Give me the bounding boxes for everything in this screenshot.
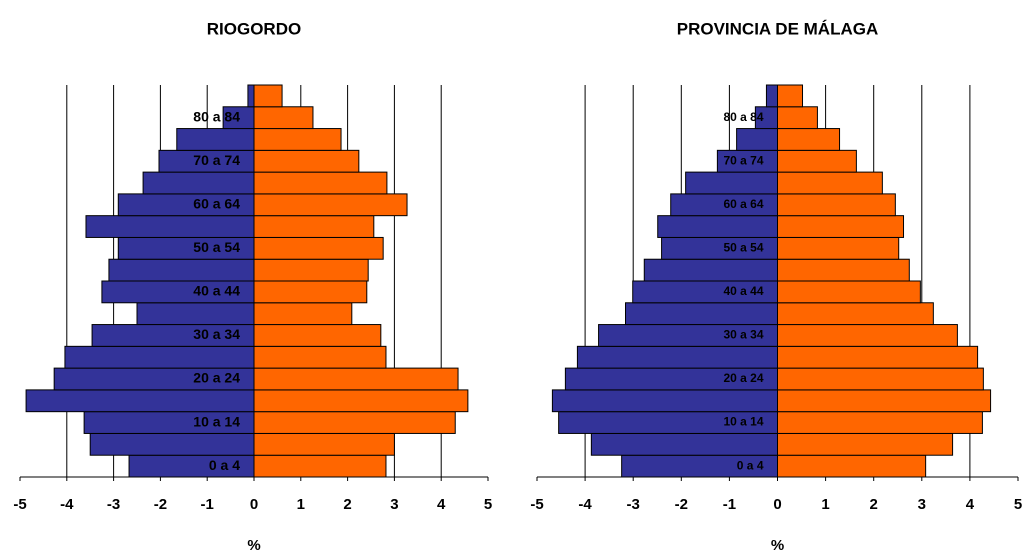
bar — [253, 128, 342, 151]
bar — [253, 171, 388, 195]
bar — [777, 411, 983, 434]
age-label: 60 a 64 — [193, 195, 240, 211]
bar — [777, 149, 857, 173]
bar — [253, 389, 469, 413]
bar — [777, 106, 818, 130]
x-tick-label: 1 — [821, 496, 829, 513]
x-tick-label: 2 — [870, 496, 878, 513]
age-label: 80 a 84 — [193, 108, 240, 124]
x-tick-label: -3 — [107, 496, 120, 513]
bar — [253, 106, 314, 130]
bar — [777, 389, 992, 413]
bar — [253, 193, 408, 217]
age-label: 50 a 54 — [723, 241, 763, 255]
bar — [657, 215, 779, 238]
age-label: 50 a 54 — [193, 239, 240, 255]
bar — [777, 215, 905, 238]
x-tick-label: -5 — [13, 496, 26, 513]
x-tick-label: 2 — [343, 496, 351, 513]
bar — [253, 324, 382, 347]
age-label: 0 a 4 — [209, 457, 240, 473]
x-tick-label: 5 — [484, 496, 492, 513]
bar — [777, 171, 883, 195]
bar — [777, 236, 900, 260]
bar — [176, 128, 255, 151]
bar — [253, 345, 387, 369]
bar — [777, 302, 934, 326]
bar — [89, 432, 255, 456]
bar — [253, 432, 395, 456]
bar — [85, 215, 255, 238]
x-tick-label: 4 — [437, 496, 446, 513]
bar — [777, 324, 958, 347]
bar — [643, 258, 778, 282]
bar — [777, 84, 804, 108]
age-label: 70 a 74 — [193, 152, 240, 168]
bar — [253, 367, 459, 391]
bar — [253, 411, 456, 434]
x-tick-label: 0 — [773, 496, 781, 513]
x-axis-label: % — [247, 537, 260, 554]
bar — [64, 345, 255, 369]
age-label: 20 a 24 — [193, 370, 240, 386]
x-tick-label: -4 — [60, 496, 74, 513]
age-label: 20 a 24 — [723, 371, 763, 385]
bar — [625, 302, 779, 326]
bar — [777, 367, 984, 391]
bar — [253, 302, 353, 326]
bar — [777, 280, 921, 304]
x-tick-label: 3 — [918, 496, 926, 513]
x-tick-label: 3 — [390, 496, 398, 513]
x-tick-label: -1 — [723, 496, 736, 513]
bar — [253, 236, 384, 260]
chart-title: RIOGORDO — [207, 19, 301, 38]
x-axis-label: % — [771, 537, 784, 554]
x-tick-label: -5 — [530, 496, 543, 513]
x-tick-label: -3 — [627, 496, 640, 513]
x-tick-label: 0 — [250, 496, 258, 513]
bar — [685, 171, 779, 195]
age-label: 40 a 44 — [193, 283, 240, 299]
bar — [136, 302, 255, 326]
bar — [108, 258, 255, 282]
bar — [551, 389, 779, 413]
age-label: 70 a 74 — [723, 153, 763, 167]
x-tick-label: -4 — [578, 496, 592, 513]
bar — [777, 258, 910, 282]
x-tick-label: -2 — [154, 496, 167, 513]
x-tick-label: -1 — [201, 496, 214, 513]
bar — [777, 454, 927, 478]
bar — [247, 84, 255, 108]
x-tick-label: 5 — [1014, 496, 1022, 513]
bar — [590, 432, 779, 456]
age-label: 0 a 4 — [737, 458, 764, 472]
bar — [142, 171, 255, 195]
bar — [736, 128, 778, 151]
bar — [777, 432, 954, 456]
bar — [253, 84, 283, 108]
x-tick-label: -2 — [675, 496, 688, 513]
age-label: 40 a 44 — [723, 284, 763, 298]
age-label: 60 a 64 — [723, 197, 763, 211]
bar — [253, 280, 368, 304]
age-label: 10 a 14 — [193, 413, 240, 429]
bar — [253, 215, 375, 238]
bar — [765, 84, 779, 108]
bar — [777, 193, 896, 217]
bar — [576, 345, 778, 369]
age-label: 10 a 14 — [723, 415, 763, 429]
x-tick-label: 4 — [966, 496, 975, 513]
bar — [253, 258, 369, 282]
age-label: 30 a 34 — [193, 326, 240, 342]
bar — [253, 149, 360, 173]
age-label: 80 a 84 — [723, 110, 763, 124]
chart-title: PROVINCIA DE MÁLAGA — [677, 19, 879, 38]
bar — [253, 454, 387, 478]
bar — [777, 345, 979, 369]
bar — [777, 128, 841, 151]
x-tick-label: 1 — [297, 496, 305, 513]
bar — [25, 389, 255, 413]
age-label: 30 a 34 — [723, 328, 763, 342]
